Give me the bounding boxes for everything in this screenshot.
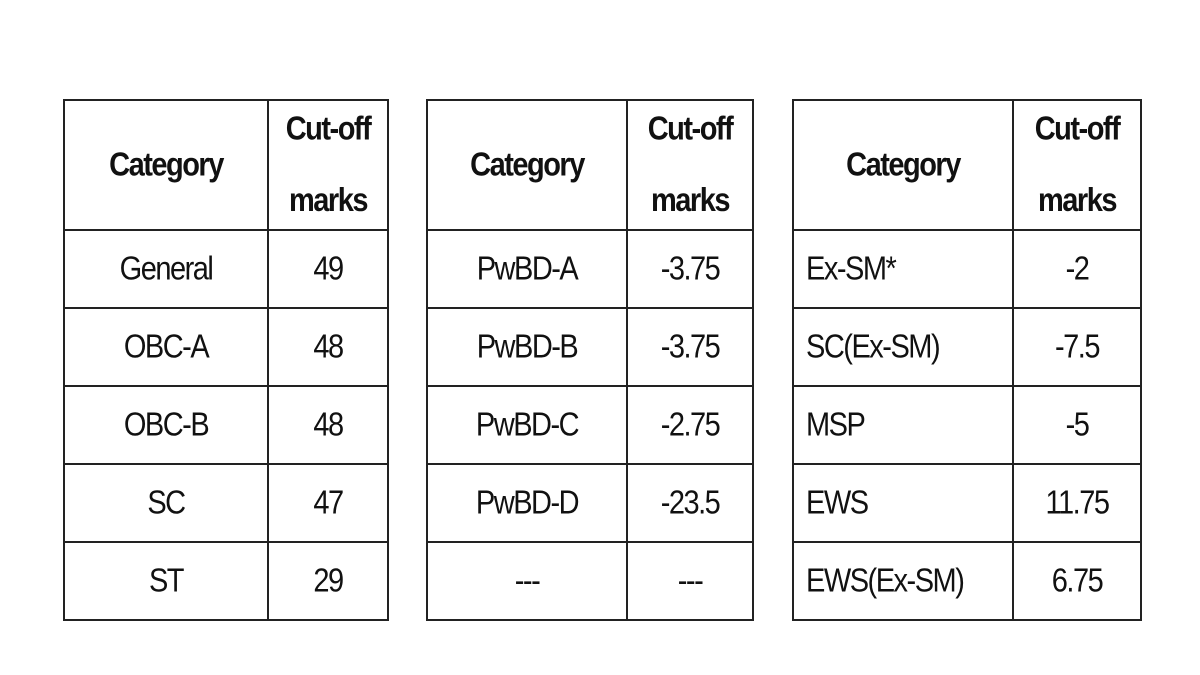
category-cell: SC(Ex-SM) (792, 307, 1014, 387)
marks-cell: 11.75 (1012, 463, 1142, 543)
row: ST 29 (63, 541, 389, 621)
category-cell: ST (63, 541, 269, 621)
header-cell: Cut-off marks (267, 99, 389, 231)
marks-cell-text: -23.5 (660, 484, 721, 521)
marks-cell-text: -5 (1065, 406, 1090, 443)
marks-cell: -3.75 (626, 229, 754, 309)
cutoff-table: Category Cut-off marks Ex-SM* -2 SC(Ex-SM) -7… (792, 99, 1142, 621)
header-cell-text: Category (470, 146, 585, 184)
category-cell-text: PwBD-A (476, 250, 579, 287)
category-cell: OBC-A (63, 307, 269, 387)
category-cell-text: --- (514, 562, 541, 599)
row: SC 47 (63, 463, 389, 543)
cutoff-table: Category Cut-off marks PwBD-A -3.75 PwBD-B -3… (426, 99, 754, 621)
header-cell: Category (792, 99, 1014, 231)
marks-cell: 47 (267, 463, 389, 543)
marks-cell-text: -2 (1065, 250, 1090, 287)
row: PwBD-B -3.75 (426, 307, 754, 387)
marks-cell-text: -2.75 (660, 406, 721, 443)
header-cell: Category (63, 99, 269, 231)
marks-cell-text: 6.75 (1051, 562, 1104, 599)
header-cell: Cut-off marks (1012, 99, 1142, 231)
marks-cell: -2 (1012, 229, 1142, 309)
header-cell-text: Cut-off marks (285, 110, 372, 220)
marks-cell-text: -3.75 (660, 250, 721, 287)
category-cell-text: PwBD-B (476, 328, 579, 365)
marks-cell-text: 47 (313, 484, 344, 521)
header-row: Category Cut-off marks (426, 99, 754, 231)
marks-cell: -5 (1012, 385, 1142, 465)
category-cell: --- (426, 541, 628, 621)
row: OBC-B 48 (63, 385, 389, 465)
marks-cell-text: -3.75 (660, 328, 721, 365)
row: EWS(Ex-SM) 6.75 (792, 541, 1142, 621)
marks-cell: 29 (267, 541, 389, 621)
header-cell-text: Category (109, 146, 224, 184)
category-cell: PwBD-C (426, 385, 628, 465)
row: OBC-A 48 (63, 307, 389, 387)
marks-cell: 48 (267, 307, 389, 387)
header-row: Category Cut-off marks (63, 99, 389, 231)
marks-cell: -2.75 (626, 385, 754, 465)
row: Ex-SM* -2 (792, 229, 1142, 309)
marks-cell-text: 48 (313, 328, 344, 365)
category-cell-text: OBC-B (123, 406, 210, 443)
category-cell: SC (63, 463, 269, 543)
cutoff-table: Category Cut-off marks General 49 OBC-A 48 OBC… (63, 99, 389, 621)
category-cell-text: Ex-SM* (806, 250, 897, 287)
category-cell: MSP (792, 385, 1014, 465)
marks-cell-text: 11.75 (1045, 484, 1110, 521)
category-cell-text: EWS (806, 484, 869, 521)
row: SC(Ex-SM) -7.5 (792, 307, 1142, 387)
marks-cell: -23.5 (626, 463, 754, 543)
marks-cell: 49 (267, 229, 389, 309)
marks-cell-text: 49 (313, 250, 344, 287)
category-cell: OBC-B (63, 385, 269, 465)
category-cell-text: ST (148, 562, 185, 599)
header-cell: Category (426, 99, 628, 231)
category-cell: Ex-SM* (792, 229, 1014, 309)
category-cell: EWS (792, 463, 1014, 543)
row: MSP -5 (792, 385, 1142, 465)
row: General 49 (63, 229, 389, 309)
marks-cell-text: 48 (313, 406, 344, 443)
category-cell-text: PwBD-D (475, 484, 580, 521)
header-cell-text: Category (846, 146, 961, 184)
header-cell-text: Cut-off marks (647, 110, 734, 220)
category-cell-text: OBC-A (123, 328, 210, 365)
category-cell-text: EWS(Ex-SM) (806, 562, 965, 599)
category-cell-text: PwBD-C (475, 406, 580, 443)
category-cell: PwBD-A (426, 229, 628, 309)
marks-cell: 6.75 (1012, 541, 1142, 621)
row: PwBD-A -3.75 (426, 229, 754, 309)
category-cell: PwBD-D (426, 463, 628, 543)
marks-cell: 48 (267, 385, 389, 465)
category-cell-text: MSP (806, 406, 866, 443)
marks-cell: -3.75 (626, 307, 754, 387)
header-cell-text: Cut-off marks (1034, 110, 1121, 220)
row: PwBD-C -2.75 (426, 385, 754, 465)
marks-cell-text: -7.5 (1055, 328, 1100, 365)
category-cell: PwBD-B (426, 307, 628, 387)
marks-cell-text: --- (677, 562, 704, 599)
marks-cell-text: 29 (313, 562, 344, 599)
marks-cell: --- (626, 541, 754, 621)
header-row: Category Cut-off marks (792, 99, 1142, 231)
row: EWS 11.75 (792, 463, 1142, 543)
category-cell: General (63, 229, 269, 309)
row: PwBD-D -23.5 (426, 463, 754, 543)
category-cell-text: General (119, 250, 214, 287)
row: --- --- (426, 541, 754, 621)
header-cell: Cut-off marks (626, 99, 754, 231)
category-cell: EWS(Ex-SM) (792, 541, 1014, 621)
category-cell-text: SC (147, 484, 186, 521)
category-cell-text: SC(Ex-SM) (806, 328, 941, 365)
marks-cell: -7.5 (1012, 307, 1142, 387)
